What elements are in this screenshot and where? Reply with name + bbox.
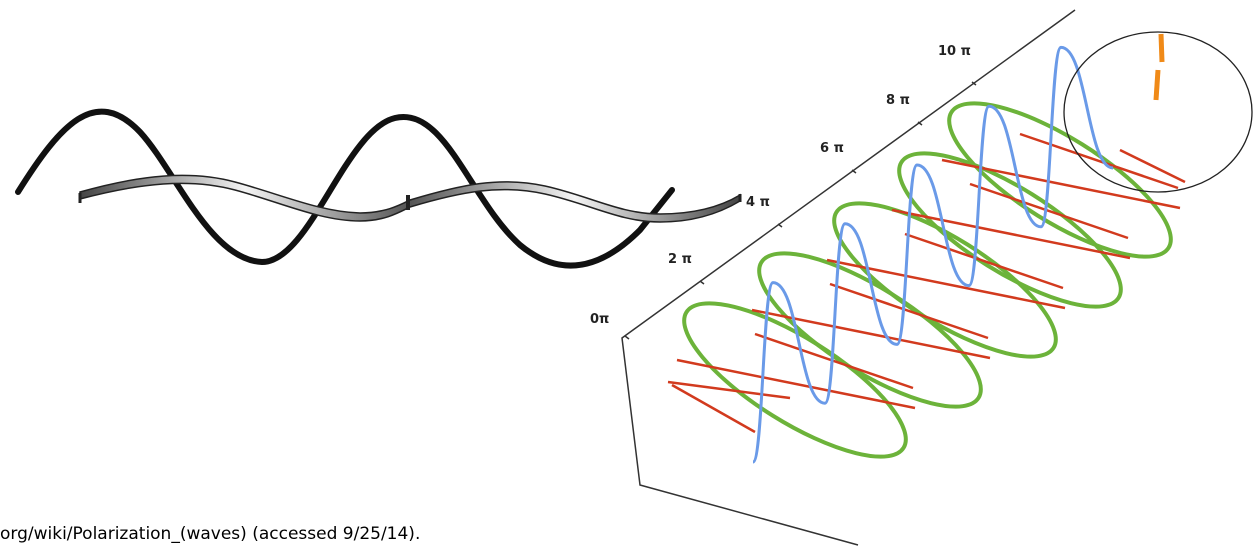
green-ellipse — [897, 151, 1123, 309]
red-polarization-line — [676, 358, 916, 410]
red-polarization-line — [891, 208, 1131, 260]
red-polarization-line — [1019, 132, 1179, 190]
axis-tick — [851, 169, 857, 174]
axis-tick — [917, 121, 923, 126]
red-polarization-line — [671, 383, 756, 434]
tick-label-2pi: 2 π — [668, 252, 692, 267]
red-polarization-lines — [667, 132, 1186, 434]
tick-label-6pi: 6 π — [820, 141, 844, 156]
tick-label-4pi: 4 π — [746, 195, 770, 210]
vertical-sine-wave — [15, 108, 675, 269]
red-polarization-line — [826, 258, 1066, 310]
blue-helix-wave — [751, 45, 1114, 464]
tick-label-0pi: 0π — [590, 312, 609, 327]
axis-ticks — [624, 81, 977, 340]
red-polarization-line — [829, 282, 989, 340]
red-polarization-line — [1119, 148, 1186, 184]
tick-label-8pi: 8 π — [886, 93, 910, 108]
frame-back-edge — [621, 9, 1076, 546]
circular-polarization-group: 0π 2 π 4 π 6 π 8 π 10 π — [590, 9, 1253, 546]
electric-vector-upper — [1158, 33, 1165, 63]
axis-tick — [624, 335, 630, 340]
axis-tick — [777, 223, 783, 228]
red-polarization-line — [904, 232, 1064, 290]
red-polarization-line — [969, 182, 1129, 240]
axis-tick — [971, 81, 977, 86]
linear-wave-group — [15, 108, 742, 269]
end-circle — [1063, 31, 1253, 193]
red-polarization-line — [751, 308, 991, 360]
red-polarization-line — [667, 380, 791, 400]
tick-label-10pi: 10 π — [938, 44, 971, 59]
electric-vector-lower — [1153, 69, 1161, 101]
red-polarization-line — [754, 332, 914, 390]
axis-tick — [699, 280, 705, 285]
green-ellipse — [947, 101, 1173, 259]
source-caption: org/wiki/Polarization_(waves) (accessed … — [0, 524, 421, 544]
